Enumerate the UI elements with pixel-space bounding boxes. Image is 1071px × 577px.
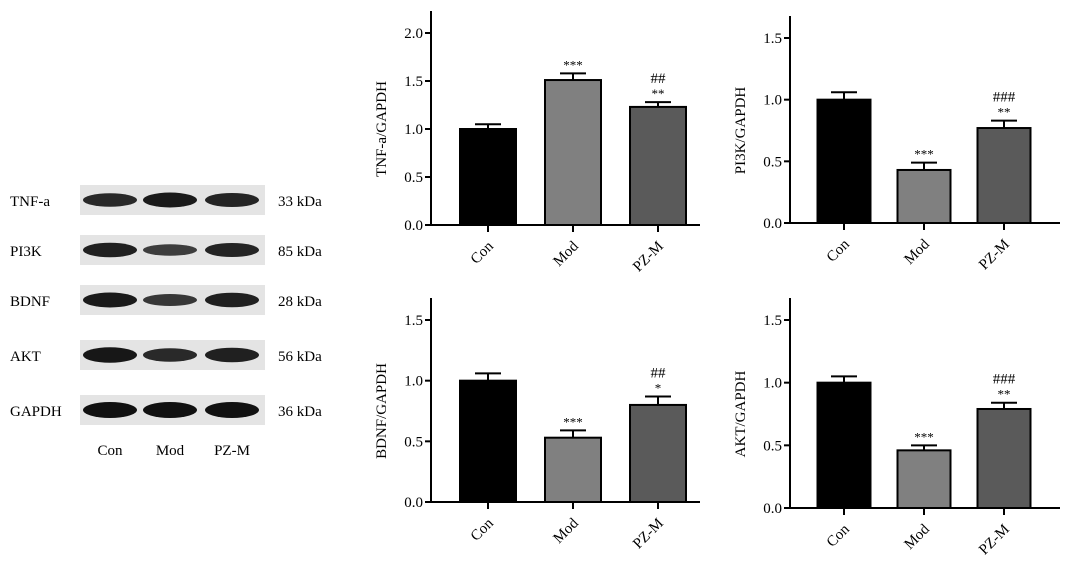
- blot-band: [83, 402, 137, 418]
- x-tick-label: Mod: [901, 521, 933, 553]
- bar-chart-panel: 0.0 0.5 1.0 1.5 AKT/GAPDH Con Mod *** PZ-M **###: [733, 298, 1060, 558]
- x-tick-label: Con: [824, 521, 853, 550]
- significance-star: **: [652, 86, 665, 101]
- bar-chart-panel: 0.0 0.5 1.0 1.5 BDNF/GAPDH Con Mod *** PZ-M *##: [374, 298, 700, 552]
- y-tick-label: 1.5: [404, 74, 423, 90]
- y-tick-label: 0.0: [404, 218, 423, 234]
- x-tick-label: Mod: [550, 238, 582, 270]
- bar: [629, 105, 687, 226]
- bar: [544, 436, 602, 503]
- y-tick-label: 1.5: [404, 313, 423, 329]
- blot-size: 28 kDa: [278, 294, 322, 310]
- significance-hash: ##: [651, 71, 667, 87]
- blot-band: [83, 292, 137, 308]
- x-tick-label: PZ-M: [630, 516, 667, 553]
- x-tick-label: Mod: [901, 236, 933, 268]
- blot-label: PI3K: [10, 244, 42, 260]
- blot-size: 36 kDa: [278, 404, 322, 420]
- y-axis-label: PI3K/GAPDH: [733, 87, 749, 175]
- y-tick-label: 1.0: [404, 374, 423, 390]
- x-tick-label: Con: [824, 236, 853, 265]
- x-tick-label: Mod: [550, 515, 582, 547]
- y-tick-label: 2.0: [404, 26, 423, 42]
- y-tick-label: 1.0: [763, 376, 782, 392]
- y-axis-label: BDNF/GAPDH: [374, 363, 390, 459]
- x-tick-label: Con: [468, 515, 497, 544]
- y-tick-label: 0.5: [404, 170, 423, 186]
- bar: [459, 128, 517, 226]
- blot-label: AKT: [10, 349, 41, 365]
- blot-band: [143, 192, 197, 208]
- blot-row: GAPDH 36 kDa: [10, 395, 322, 425]
- y-tick-label: 0.0: [763, 216, 782, 232]
- blot-band: [205, 243, 259, 257]
- bar: [544, 79, 602, 227]
- bar-chart-panel: 0.0 0.5 1.0 1.5 PI3K/GAPDH Con Mod *** PZ-M **###: [733, 16, 1060, 273]
- bar: [629, 403, 687, 503]
- x-tick-label: PZ-M: [976, 522, 1013, 559]
- blot-row: PI3K 85 kDa: [10, 235, 322, 265]
- blot-lane-label: Con: [97, 443, 123, 459]
- significance-star: ***: [563, 414, 583, 429]
- significance-star: **: [998, 105, 1011, 120]
- y-axis-label: TNF-a/GAPDH: [374, 81, 390, 177]
- x-tick-label: PZ-M: [976, 237, 1013, 274]
- blot-label: BDNF: [10, 294, 50, 310]
- blot-band: [83, 193, 137, 207]
- blot-band: [143, 244, 197, 256]
- bar: [976, 407, 1032, 509]
- blot-band: [205, 347, 259, 363]
- y-tick-label: 0.0: [763, 501, 782, 517]
- blot-band: [143, 294, 197, 306]
- bar-chart-panel: 0.0 0.5 1.0 1.5 2.0 TNF-a/GAPDH Con Mod *** PZ-M *…: [374, 11, 700, 275]
- blot-band: [83, 242, 137, 258]
- y-tick-label: 1.0: [404, 122, 423, 138]
- y-tick-label: 0.5: [763, 438, 782, 454]
- y-tick-label: 1.0: [763, 93, 782, 109]
- bar: [459, 379, 517, 503]
- significance-star: *: [655, 380, 662, 395]
- significance-star: ***: [914, 147, 934, 162]
- blot-band: [83, 347, 137, 363]
- y-tick-label: 1.5: [763, 31, 782, 47]
- bar: [816, 98, 872, 224]
- bar: [816, 381, 872, 509]
- significance-hash: ##: [651, 365, 667, 381]
- y-tick-label: 1.5: [763, 313, 782, 329]
- y-axis-label: AKT/GAPDH: [733, 371, 749, 458]
- blot-size: 56 kDa: [278, 349, 322, 365]
- blot-lane-label: Mod: [156, 443, 185, 459]
- bar: [896, 168, 952, 224]
- blot-row: AKT 56 kDa: [10, 340, 322, 370]
- significance-hash: ###: [993, 372, 1016, 388]
- blot-band: [205, 402, 259, 418]
- y-tick-label: 0.5: [763, 154, 782, 170]
- x-tick-label: Con: [468, 238, 497, 267]
- blot-row: TNF-a 33 kDa: [10, 185, 322, 215]
- blot-band: [143, 402, 197, 418]
- significance-star: **: [998, 387, 1011, 402]
- blot-row: BDNF 28 kDa: [10, 285, 322, 315]
- blot-size: 33 kDa: [278, 194, 322, 210]
- significance-hash: ###: [993, 90, 1016, 106]
- bar: [976, 127, 1032, 225]
- x-tick-label: PZ-M: [630, 239, 667, 276]
- significance-star: ***: [914, 429, 934, 444]
- y-tick-label: 0.0: [404, 495, 423, 511]
- blot-lane-label: PZ-M: [214, 443, 250, 459]
- blot-band: [143, 348, 197, 362]
- bar: [896, 449, 952, 510]
- y-tick-label: 0.5: [404, 434, 423, 450]
- blot-band: [205, 292, 259, 308]
- blot-band: [205, 193, 259, 207]
- significance-star: ***: [563, 57, 583, 72]
- blot-label: GAPDH: [10, 404, 62, 420]
- blot-label: TNF-a: [10, 194, 50, 210]
- blot-size: 85 kDa: [278, 244, 322, 260]
